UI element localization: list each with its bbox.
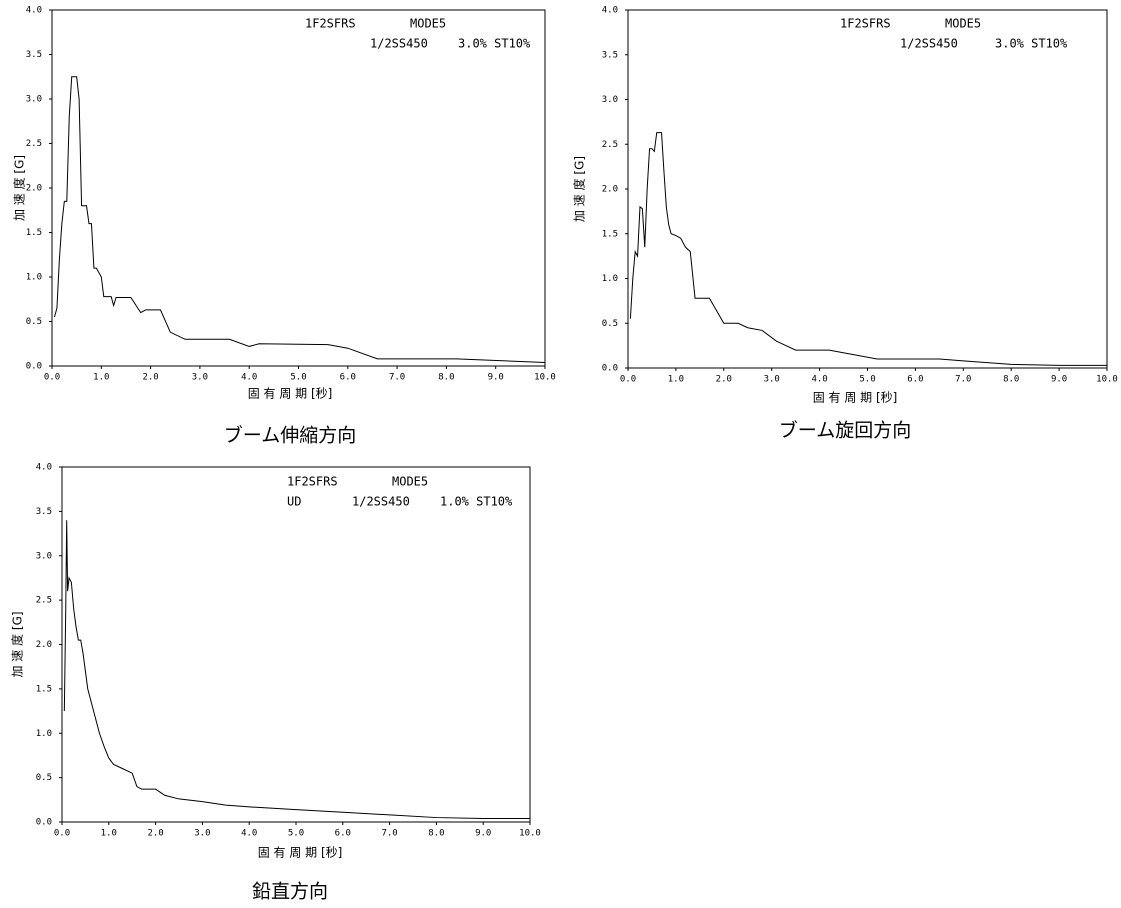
y-tick-label: 2.0 [602, 185, 618, 195]
annotation: 3.0% ST10% [458, 37, 531, 51]
annotation: MODE5 [410, 17, 446, 31]
x-tick-label: 3.0 [192, 373, 208, 383]
x-tick-label: 10.0 [1096, 375, 1118, 385]
x-tick-label: 5.0 [859, 375, 875, 385]
y-tick-label: 1.5 [602, 229, 618, 239]
annotation: 3.0% ST10% [995, 37, 1068, 51]
y-tick-label: 4.0 [602, 6, 618, 16]
annotation: 1.0% ST10% [440, 495, 513, 509]
x-tick-label: 3.0 [764, 375, 780, 385]
y-tick-label: 4.0 [26, 6, 42, 16]
plot-frame [51, 9, 546, 367]
x-tick-label: 4.0 [811, 375, 827, 385]
y-axis-label: 加 速 度 [G] [10, 611, 25, 677]
y-axis-label: 加 速 度 [G] [572, 156, 587, 222]
x-tick-label: 1.0 [93, 373, 109, 383]
x-tick-label: 8.0 [1003, 375, 1019, 385]
caption: ブーム旋回方向 [779, 418, 911, 441]
y-tick-label: 0.5 [36, 773, 52, 783]
annotation: MODE5 [392, 475, 428, 489]
y-tick-label: 3.0 [602, 95, 618, 105]
x-tick-label: 2.0 [716, 375, 732, 385]
y-axis-label: 加 速 度 [G] [12, 155, 27, 221]
x-tick-label: 9.0 [475, 829, 491, 839]
x-tick-label: 6.0 [907, 375, 923, 385]
y-tick-label: 3.5 [26, 50, 42, 60]
x-tick-label: 4.0 [241, 829, 257, 839]
x-axis-label: 固 有 周 期 [秒] [813, 391, 898, 405]
x-tick-label: 9.0 [488, 373, 504, 383]
series-line [63, 520, 530, 819]
x-tick-label: 1.0 [101, 829, 117, 839]
x-tick-label: 2.0 [147, 829, 163, 839]
caption: 鉛直方向 [252, 880, 328, 902]
y-tick-label: 0.5 [26, 317, 42, 327]
y-tick-label: 0.0 [602, 364, 618, 374]
y-tick-label: 4.0 [36, 463, 52, 473]
x-tick-label: 0.0 [44, 373, 60, 383]
x-tick-label: 9.0 [1051, 375, 1067, 385]
x-tick-label: 6.0 [335, 829, 351, 839]
annotation: 1/2SS450 [900, 37, 958, 51]
x-tick-label: 7.0 [389, 373, 405, 383]
x-tick-label: 8.0 [438, 373, 454, 383]
y-tick-label: 0.0 [36, 818, 52, 828]
x-tick-label: 1.0 [668, 375, 684, 385]
plot-frame [627, 9, 1108, 369]
y-tick-label: 2.5 [36, 596, 52, 606]
annotation: 1/2SS450 [352, 495, 410, 509]
y-tick-label: 3.5 [36, 507, 52, 517]
annotation: 1F2SFRS [305, 17, 356, 31]
y-tick-label: 2.0 [26, 184, 42, 194]
y-tick-label: 3.5 [602, 50, 618, 60]
x-tick-label: 0.0 [54, 829, 70, 839]
y-tick-label: 1.5 [26, 228, 42, 238]
x-tick-label: 5.0 [290, 373, 306, 383]
x-tick-label: 2.0 [142, 373, 158, 383]
y-tick-label: 1.0 [36, 729, 52, 739]
series-line [629, 132, 1107, 366]
x-tick-label: 10.0 [519, 829, 541, 839]
y-tick-label: 3.0 [36, 551, 52, 561]
annotation: MODE5 [945, 17, 981, 31]
x-axis-label: 固 有 周 期 [秒] [258, 846, 343, 860]
x-tick-label: 0.0 [620, 375, 636, 385]
y-tick-label: 0.0 [26, 362, 42, 372]
y-tick-label: 2.5 [26, 139, 42, 149]
x-tick-label: 7.0 [381, 829, 397, 839]
x-tick-label: 7.0 [955, 375, 971, 385]
x-axis-label: 固 有 周 期 [秒] [248, 387, 333, 401]
annotation: 1/2SS450 [370, 37, 428, 51]
y-tick-label: 0.5 [602, 319, 618, 329]
y-tick-label: 2.0 [36, 640, 52, 650]
series-line [53, 76, 546, 363]
annotation: 1F2SFRS [287, 475, 338, 489]
x-tick-label: 6.0 [340, 373, 356, 383]
y-tick-label: 1.0 [26, 273, 42, 283]
y-tick-label: 3.0 [26, 95, 42, 105]
x-tick-label: 10.0 [534, 373, 556, 383]
annotation: 1F2SFRS [840, 17, 891, 31]
x-tick-label: 5.0 [288, 829, 304, 839]
x-tick-label: 8.0 [428, 829, 444, 839]
caption: ブーム伸縮方向 [224, 423, 356, 446]
x-tick-label: 3.0 [194, 829, 210, 839]
y-tick-label: 2.5 [602, 140, 618, 150]
y-tick-label: 1.5 [36, 684, 52, 694]
annotation: UD [287, 495, 301, 509]
x-tick-label: 4.0 [241, 373, 257, 383]
plot-frame [61, 466, 531, 823]
y-tick-label: 1.0 [602, 274, 618, 284]
